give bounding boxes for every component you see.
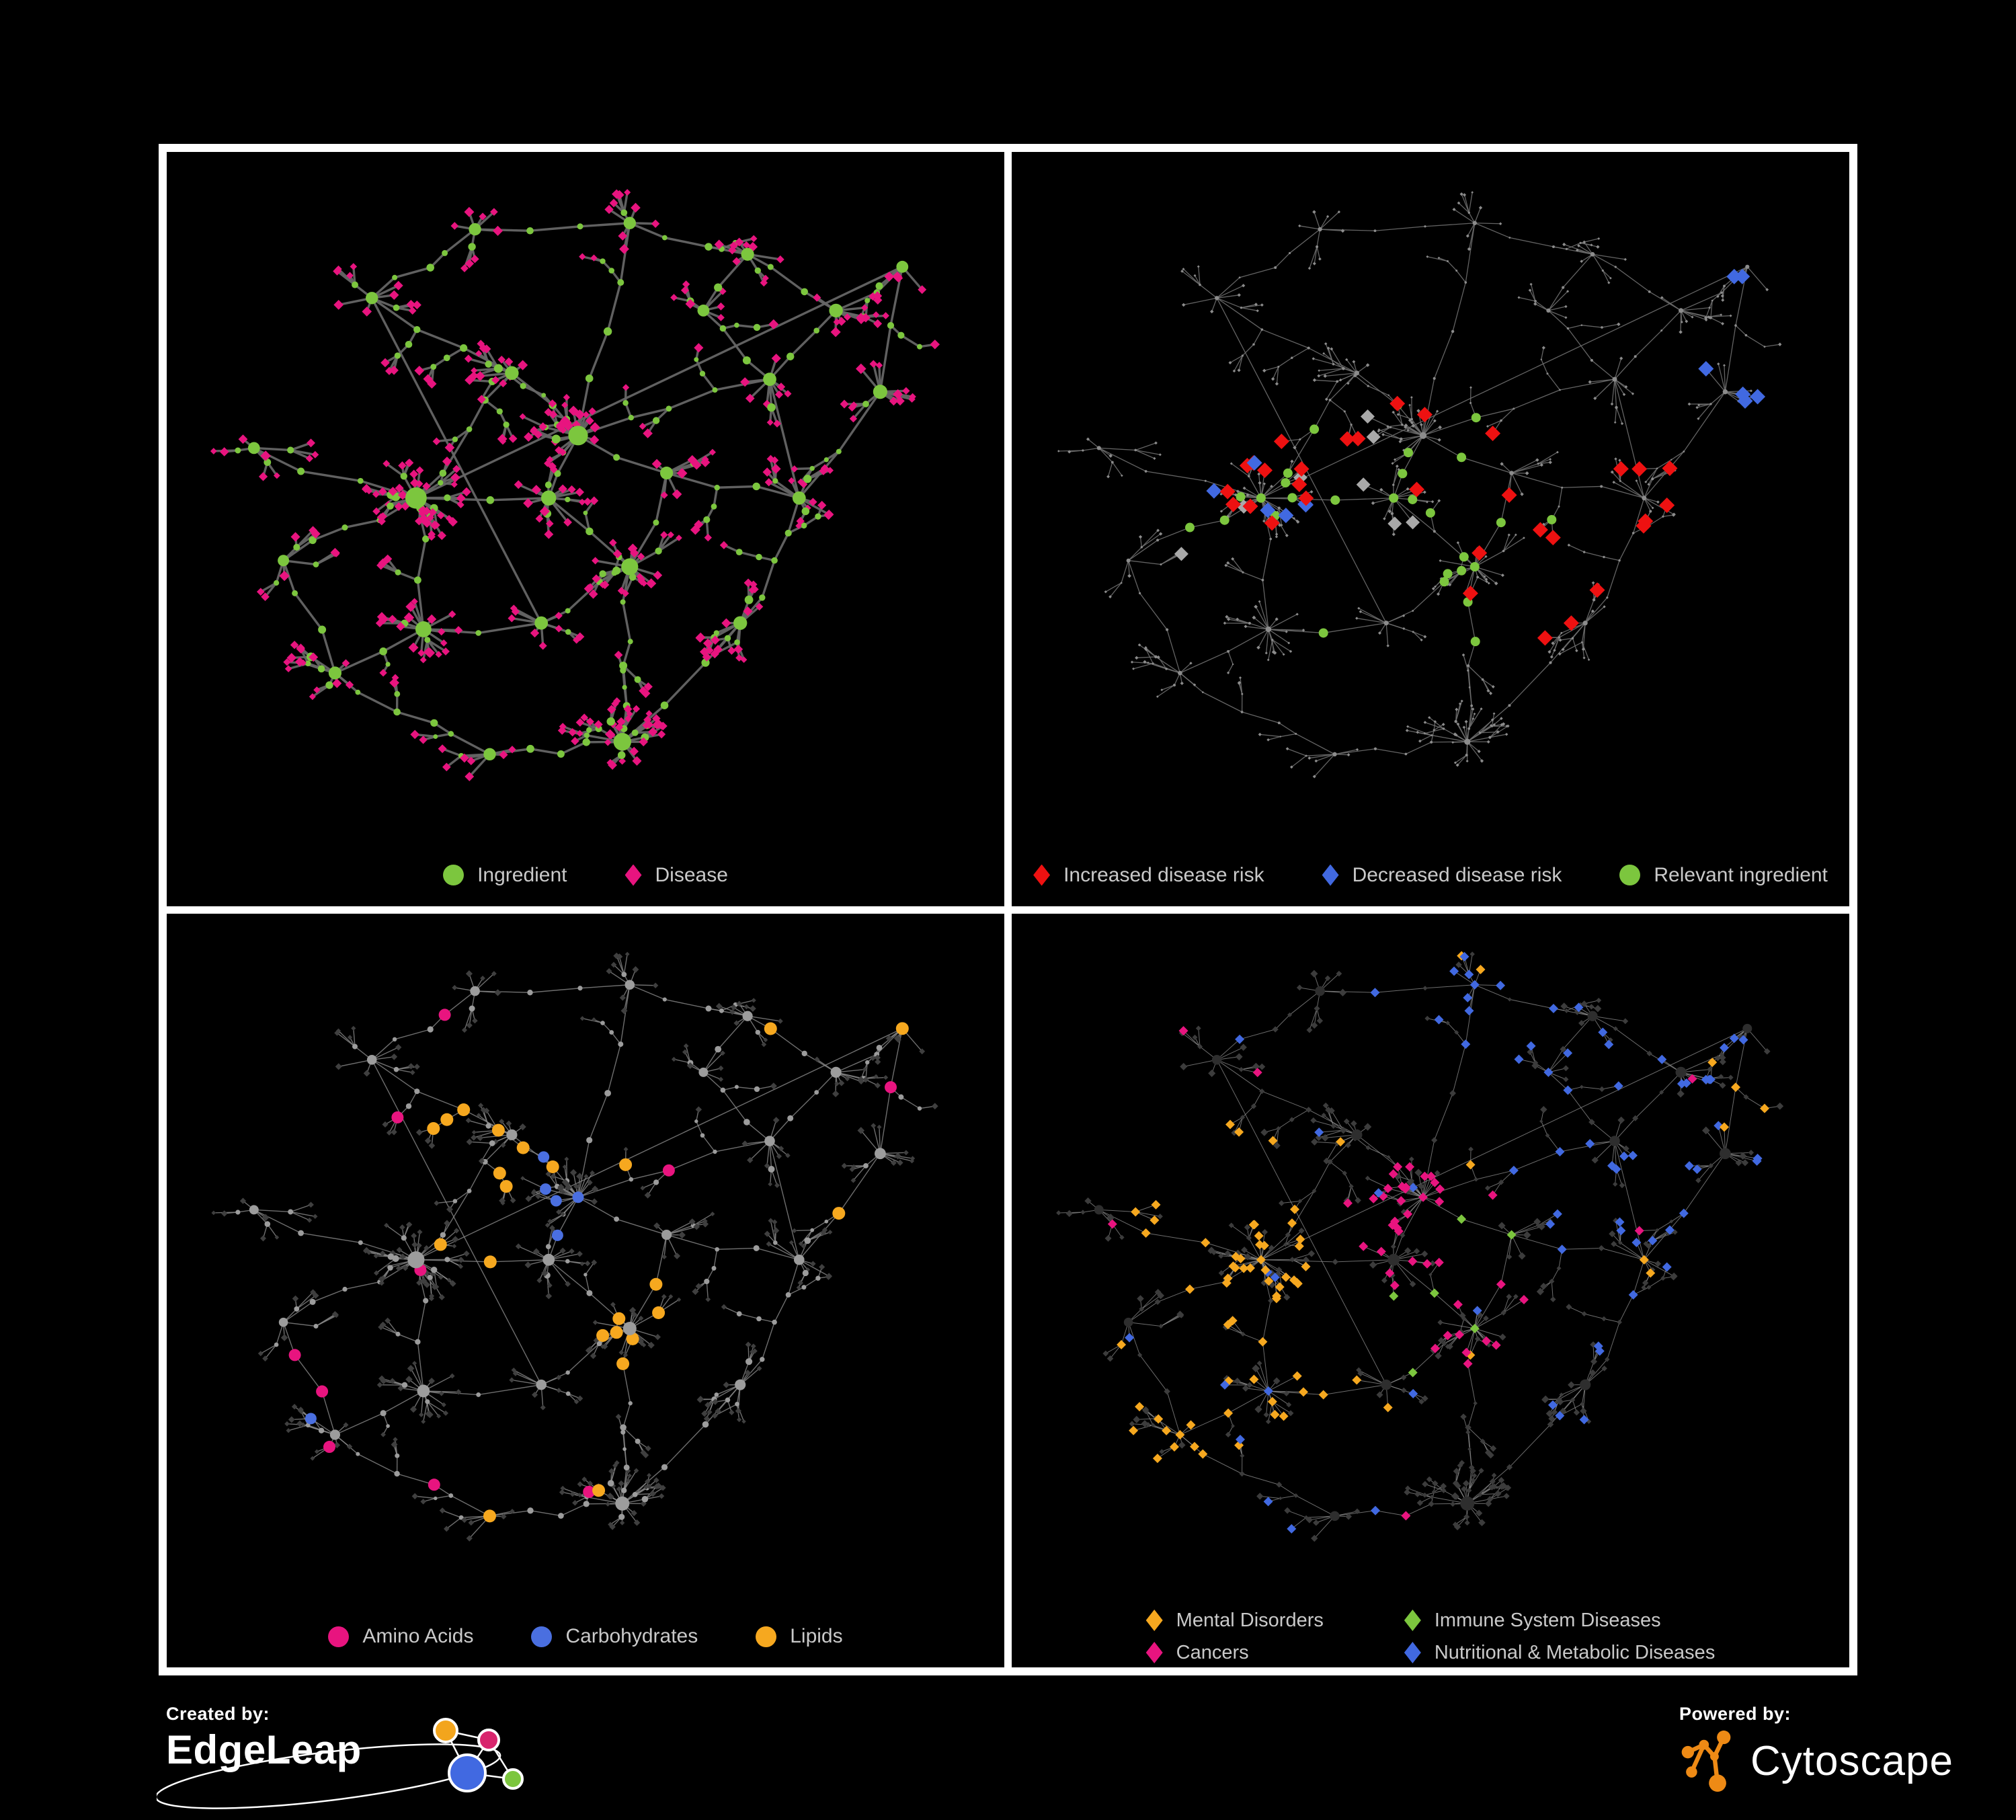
panel-ingredient-disease: Ingredient Disease	[167, 152, 1004, 906]
diamond-marker-icon	[624, 864, 642, 886]
edges-layer	[1058, 192, 1780, 777]
legend-disease-classes: Mental Disorders Immune System Diseases Ca…	[1012, 1606, 1849, 1667]
nodes-layer	[211, 951, 938, 1542]
legend-item-nutritional-metabolic-diseases: Nutritional & Metabolic Diseases	[1404, 1642, 1715, 1664]
edges-layer	[1058, 953, 1780, 1538]
legend-item-ingredient: Ingredient	[443, 864, 567, 887]
network-graph-ingredient-disease	[210, 189, 940, 781]
legend-label: Amino Acids	[362, 1625, 474, 1647]
legend-item-amino-acids: Amino Acids	[328, 1625, 473, 1648]
diamond-marker-icon	[1404, 1610, 1421, 1631]
panel-nutrient-classes: Amino Acids Carbohydrates Lipids	[167, 913, 1004, 1667]
powered-by-label: Powered by:	[1679, 1704, 1791, 1724]
legend-item-immune-system-diseases: Immune System Diseases	[1404, 1610, 1715, 1632]
circle-marker-icon	[1619, 865, 1641, 885]
powered-by-block: Powered by: Cytosc	[1679, 1704, 1988, 1818]
panel-disease-risk: Increased disease risk Decreased disease …	[1012, 152, 1849, 906]
cytoscape-logo-icon	[1681, 1730, 1731, 1792]
circle-marker-icon	[756, 1626, 777, 1647]
legend-item-carbohydrates: Carbohydrates	[531, 1625, 698, 1648]
legend-label: Lipids	[790, 1625, 843, 1647]
edges-layer	[213, 953, 935, 1539]
legend-ingredient-disease: Ingredient Disease	[167, 844, 1004, 906]
legend-label: Disease	[655, 863, 728, 886]
panel-disease-classes: Mental Disorders Immune System Diseases Ca…	[1012, 913, 1849, 1667]
network-graph-nutrient-classes	[211, 951, 938, 1542]
nodes-layer	[1057, 191, 1782, 779]
legend-item-mental-disorders: Mental Disorders	[1145, 1609, 1324, 1632]
nodes-layer	[210, 189, 940, 781]
legend-label: Cancers	[1176, 1641, 1249, 1663]
cytoscape-brand-name: Cytoscape	[1750, 1737, 1953, 1784]
network-graph-disease-risk	[1057, 191, 1782, 779]
legend-label: Decreased disease risk	[1352, 863, 1562, 886]
diamond-marker-icon	[1145, 1610, 1163, 1631]
edges-layer	[212, 191, 936, 778]
legend-label: Carbohydrates	[565, 1625, 698, 1647]
circle-marker-icon	[443, 865, 465, 885]
legend-item-cancers: Cancers	[1145, 1641, 1324, 1664]
diamond-marker-icon	[1033, 864, 1051, 886]
figure-frame: Ingredient Disease Increased disease risk…	[159, 144, 1857, 1675]
circle-marker-icon	[531, 1626, 553, 1647]
legend-label: Ingredient	[477, 863, 567, 886]
legend-disease-risk: Increased disease risk Decreased disease …	[1012, 844, 1849, 906]
legend-item-disease: Disease	[624, 863, 728, 887]
legend-label: Increased disease risk	[1063, 863, 1264, 886]
diamond-marker-icon	[1145, 1642, 1163, 1663]
circle-marker-icon	[328, 1626, 350, 1647]
edgeleap-logo-icon	[157, 1718, 524, 1809]
network-graph-disease-classes	[1056, 951, 1784, 1542]
diamond-marker-icon	[1404, 1642, 1421, 1663]
legend-item-lipids: Lipids	[756, 1625, 843, 1648]
legend-label: Nutritional & Metabolic Diseases	[1434, 1641, 1716, 1663]
created-by-label: Created by:	[166, 1704, 270, 1724]
legend-label: Mental Disorders	[1176, 1609, 1324, 1631]
legend-item-decreased-disease-risk: Decreased disease risk	[1322, 864, 1562, 887]
edgeleap-brand-name: EdgeLeap	[166, 1727, 362, 1772]
legend-label: Immune System Diseases	[1434, 1609, 1661, 1631]
legend-item-increased-disease-risk: Increased disease risk	[1033, 864, 1264, 887]
created-by-block: Created by: EdgeLeap	[157, 1704, 596, 1818]
legend-nutrient-classes: Amino Acids Carbohydrates Lipids	[167, 1606, 1004, 1667]
diamond-marker-icon	[1322, 864, 1339, 886]
legend-item-relevant-ingredient: Relevant ingredient	[1619, 864, 1828, 887]
legend-label: Relevant ingredient	[1654, 863, 1828, 886]
